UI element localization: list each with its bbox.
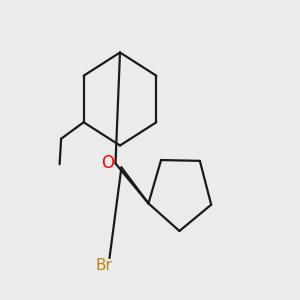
Text: Br: Br (95, 258, 112, 273)
Text: O: O (101, 154, 115, 172)
